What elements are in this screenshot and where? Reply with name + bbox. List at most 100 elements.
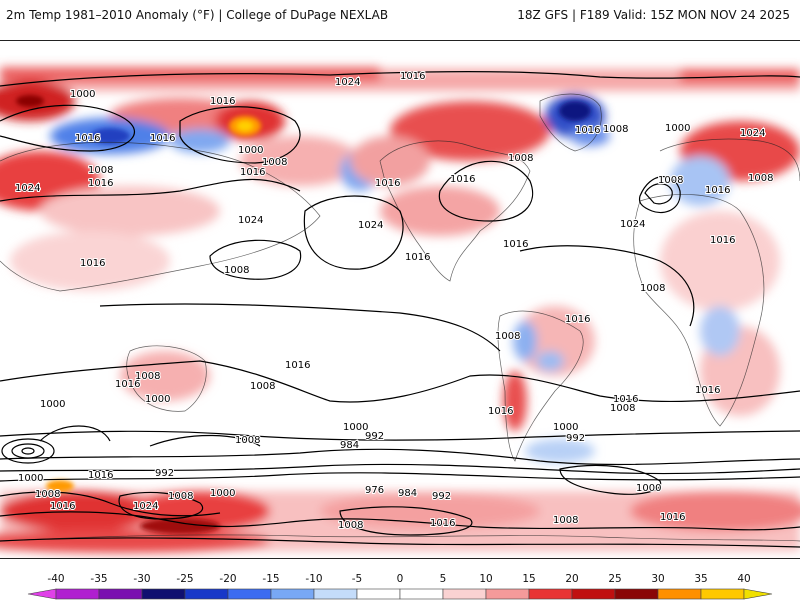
isobar-label: 1016: [660, 512, 685, 523]
colorbar-tick-label: 40: [737, 573, 751, 585]
isobar-label: 992: [432, 491, 451, 502]
colorbar-swatch: [356, 588, 401, 600]
isobar-label: 1008: [610, 403, 635, 414]
colorbar-swatch: [485, 588, 530, 600]
isobar-label: 1016: [88, 470, 113, 481]
isobar-label: 1008: [603, 124, 628, 135]
isobar-label: 1000: [636, 483, 661, 494]
colorbar-tick-label: 20: [565, 573, 579, 585]
isobar-label: 1016: [75, 133, 100, 144]
isobar-label: 1016: [400, 71, 425, 82]
isobar-label: 1016: [210, 96, 235, 107]
isobar-label: 1016: [450, 174, 475, 185]
colorbar-tick-labels: -40 -35 -30 -25 -20 -15 -10 -5 0 5 10 15 20 25 30 35 40: [0, 573, 800, 587]
colorbar-tick-label: 10: [479, 573, 493, 585]
isobar-label: 1016: [50, 501, 75, 512]
isobar-label: 1016: [430, 518, 455, 529]
isobar-label: 1024: [358, 220, 383, 231]
isobar-label: 976: [365, 485, 384, 496]
isobar-label: 1016: [503, 239, 528, 250]
colorbar-swatch: [313, 588, 358, 600]
colorbar-swatch: [55, 588, 100, 600]
isobar-label: 1008: [640, 283, 665, 294]
isobar-label: 1016: [705, 185, 730, 196]
isobar-label: 1000: [70, 89, 95, 100]
colorbar-swatch: [657, 588, 702, 600]
isobar-label: 1016: [88, 178, 113, 189]
isobar-label: 1016: [488, 406, 513, 417]
isobar-label: 1024: [15, 183, 40, 194]
isobar-label: 1016: [575, 125, 600, 136]
isobar-label: 1000: [343, 422, 368, 433]
isobar-label: 1000: [210, 488, 235, 499]
isobar-label: 1008: [168, 491, 193, 502]
isobar-label: 1008: [35, 489, 60, 500]
isobar-label: 1008: [748, 173, 773, 184]
isobar-label: 1016: [240, 167, 265, 178]
colorbar-swatch: [442, 588, 487, 600]
isobar-label: 1008: [224, 265, 249, 276]
colorbar-tick-label: -30: [133, 573, 151, 585]
isobar-contours: [0, 70, 800, 548]
colorbar-tick-label: 5: [439, 573, 447, 585]
colorbar-arrow-high: [743, 588, 773, 600]
isobar-label: 1016: [80, 258, 105, 269]
isobar-label: 1008: [508, 153, 533, 164]
isobar-label: 1024: [620, 219, 645, 230]
anomaly-colorbar: -40 -35 -30 -25 -20 -15 -10 -5 0 5 10 15 20 25 30 35 40: [0, 567, 800, 600]
product-title: 2m Temp 1981–2010 Anomaly (°F) | College…: [6, 8, 389, 22]
isobar-label: 1008: [262, 157, 287, 168]
isobar-label: 1016: [375, 178, 400, 189]
colorbar-swatch: [571, 588, 616, 600]
isobar-label: 1024: [133, 501, 158, 512]
isobar-label: 1000: [40, 399, 65, 410]
colorbar-tick-label: -25: [176, 573, 194, 585]
colorbar-swatch: [270, 588, 315, 600]
colorbar-tick-label: 25: [608, 573, 622, 585]
header: 2m Temp 1981–2010 Anomaly (°F) | College…: [0, 0, 800, 34]
isobar-label: 1000: [665, 123, 690, 134]
isobar-label: 1000: [238, 145, 263, 156]
colorbar-tick-label: -10: [305, 573, 323, 585]
isobar-label: 1008: [235, 435, 260, 446]
isobar-label: 992: [566, 433, 585, 444]
model-valid-time: 18Z GFS | F189 Valid: 15Z MON NOV 24 202…: [517, 8, 790, 22]
colorbar-swatch: [399, 588, 444, 600]
colorbar-swatch: [227, 588, 272, 600]
isobar-label: 1008: [658, 175, 683, 186]
isobar-label: 1008: [135, 371, 160, 382]
colorbar-tick-label: 0: [396, 573, 404, 585]
isobar-label: 1024: [740, 128, 765, 139]
isobar-label: 1016: [115, 379, 140, 390]
isobar-label: 1008: [553, 515, 578, 526]
colorbar-tick-label: -5: [351, 573, 363, 585]
isobar-label: 992: [155, 468, 174, 479]
colorbar-tick-label: 15: [522, 573, 536, 585]
isobar-label: 1024: [238, 215, 263, 226]
isobar-label: 1016: [405, 252, 430, 263]
isobar-label: 1016: [695, 385, 720, 396]
isobar-label: 1008: [338, 520, 363, 531]
colorbar-tick-label: -15: [262, 573, 280, 585]
colorbar-tick-label: 35: [694, 573, 708, 585]
colorbar-tick-label: 30: [651, 573, 665, 585]
colorbar-scale: [27, 588, 773, 600]
isobar-label: 1016: [150, 133, 175, 144]
colorbar-swatch: [141, 588, 186, 600]
isobar-label: 984: [340, 440, 359, 451]
colorbar-swatch: [98, 588, 143, 600]
colorbar-tick-label: -20: [219, 573, 237, 585]
isobar-label: 984: [398, 488, 417, 499]
isobar-label: 1016: [285, 360, 310, 371]
colorbar-arrow-low: [27, 588, 57, 600]
extreme-anomaly-spots: [16, 95, 591, 534]
colorbar-swatch: [700, 588, 745, 600]
isobar-label: 1008: [495, 331, 520, 342]
isobar-label: 1000: [145, 394, 170, 405]
isobar-label: 1016: [710, 235, 735, 246]
isobar-label: 1008: [250, 381, 275, 392]
map-canvas: 1024 1016 1000 1016 1016 1000 1008 1016 …: [0, 67, 800, 553]
isobar-labels: 1024 1016 1000 1016 1016 1000 1008 1016 …: [14, 70, 774, 532]
isobar-label: 1024: [335, 77, 360, 88]
colorbar-swatch: [528, 588, 573, 600]
